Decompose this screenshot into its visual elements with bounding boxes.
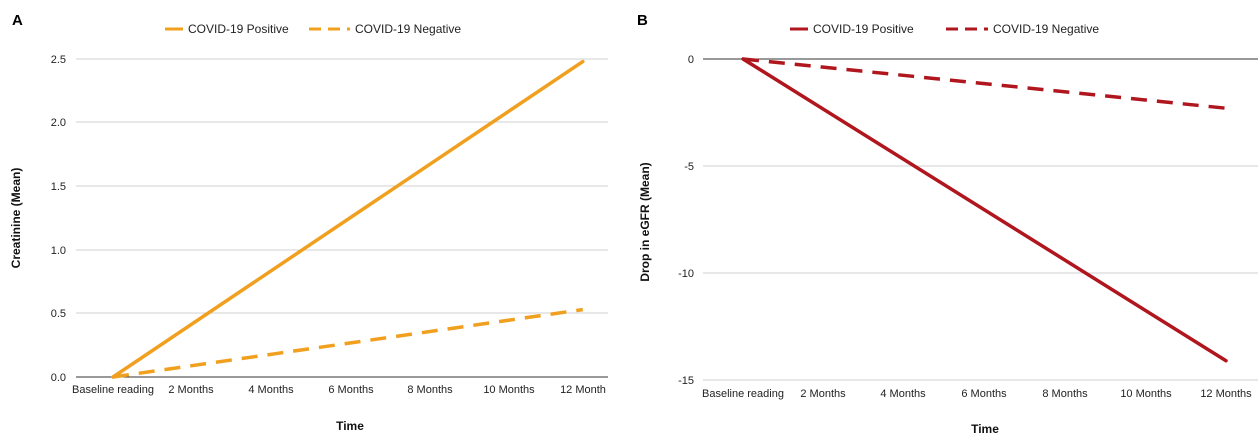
series-a-positive-line <box>111 59 585 379</box>
x-tick-label: 6 Months <box>961 388 1007 400</box>
panel-b-letter: B <box>637 12 648 29</box>
y-tick-label: 0.5 <box>51 308 66 320</box>
legend-a-negative-label: COVID-19 Negative <box>355 22 461 36</box>
panel-a-yticks: 0.0 0.5 1.0 1.5 2.0 2.5 <box>51 54 66 384</box>
x-tick-label: 10 Months <box>1120 388 1172 400</box>
x-tick-label: 4 Months <box>248 384 294 396</box>
panel-a-xticks: Baseline reading 2 Months 4 Months 6 Mon… <box>72 384 606 396</box>
panel-b-xticks: Baseline reading 2 Months 4 Months 6 Mon… <box>702 388 1252 400</box>
x-tick-label: 12 Months <box>1200 388 1252 400</box>
y-axis-title: Creatinine (Mean) <box>9 168 23 269</box>
x-tick-label: 12 Month <box>560 384 606 396</box>
panel-b-gridlines <box>703 58 1258 381</box>
y-tick-label: -15 <box>678 375 694 387</box>
panel-b: B COVID-19 Positive COVID-19 Negative 0 … <box>637 12 1258 435</box>
panel-b-yticks: 0 -5 -10 -15 <box>678 54 694 387</box>
y-tick-label: 0.0 <box>51 372 66 384</box>
legend-b-negative-label: COVID-19 Negative <box>993 22 1099 36</box>
x-tick-label: 8 Months <box>407 384 453 396</box>
y-tick-label: 2.0 <box>51 117 66 129</box>
y-tick-label: 1.5 <box>51 181 66 193</box>
x-tick-label: 2 Months <box>800 388 846 400</box>
legend-b-positive-label: COVID-19 Positive <box>813 22 914 36</box>
y-tick-label: 1.0 <box>51 245 66 257</box>
legend-a-positive-label: COVID-19 Positive <box>188 22 289 36</box>
y-tick-label: -10 <box>678 268 694 280</box>
series-a-negative-line <box>112 307 584 379</box>
x-tick-label: 2 Months <box>168 384 214 396</box>
y-tick-label: -5 <box>684 161 694 173</box>
series-b-negative-line <box>742 57 1227 110</box>
x-axis-title: Time <box>971 422 999 435</box>
y-tick-label: 2.5 <box>51 54 66 66</box>
panel-a-gridlines <box>76 58 608 378</box>
y-axis-title: Drop in eGFR (Mean) <box>638 162 652 281</box>
panel-a-letter: A <box>12 12 23 29</box>
x-axis-title: Time <box>336 419 364 433</box>
panel-a: A COVID-19 Positive COVID-19 Negative 0.… <box>9 12 608 433</box>
x-tick-label: 4 Months <box>880 388 926 400</box>
x-tick-label: 8 Months <box>1042 388 1088 400</box>
y-tick-label: 0 <box>688 54 694 66</box>
x-tick-label: 6 Months <box>328 384 374 396</box>
series-b-positive-line <box>741 57 1228 363</box>
x-tick-label: Baseline reading <box>702 388 784 400</box>
x-tick-label: 10 Months <box>483 384 535 396</box>
x-tick-label: Baseline reading <box>72 384 154 396</box>
